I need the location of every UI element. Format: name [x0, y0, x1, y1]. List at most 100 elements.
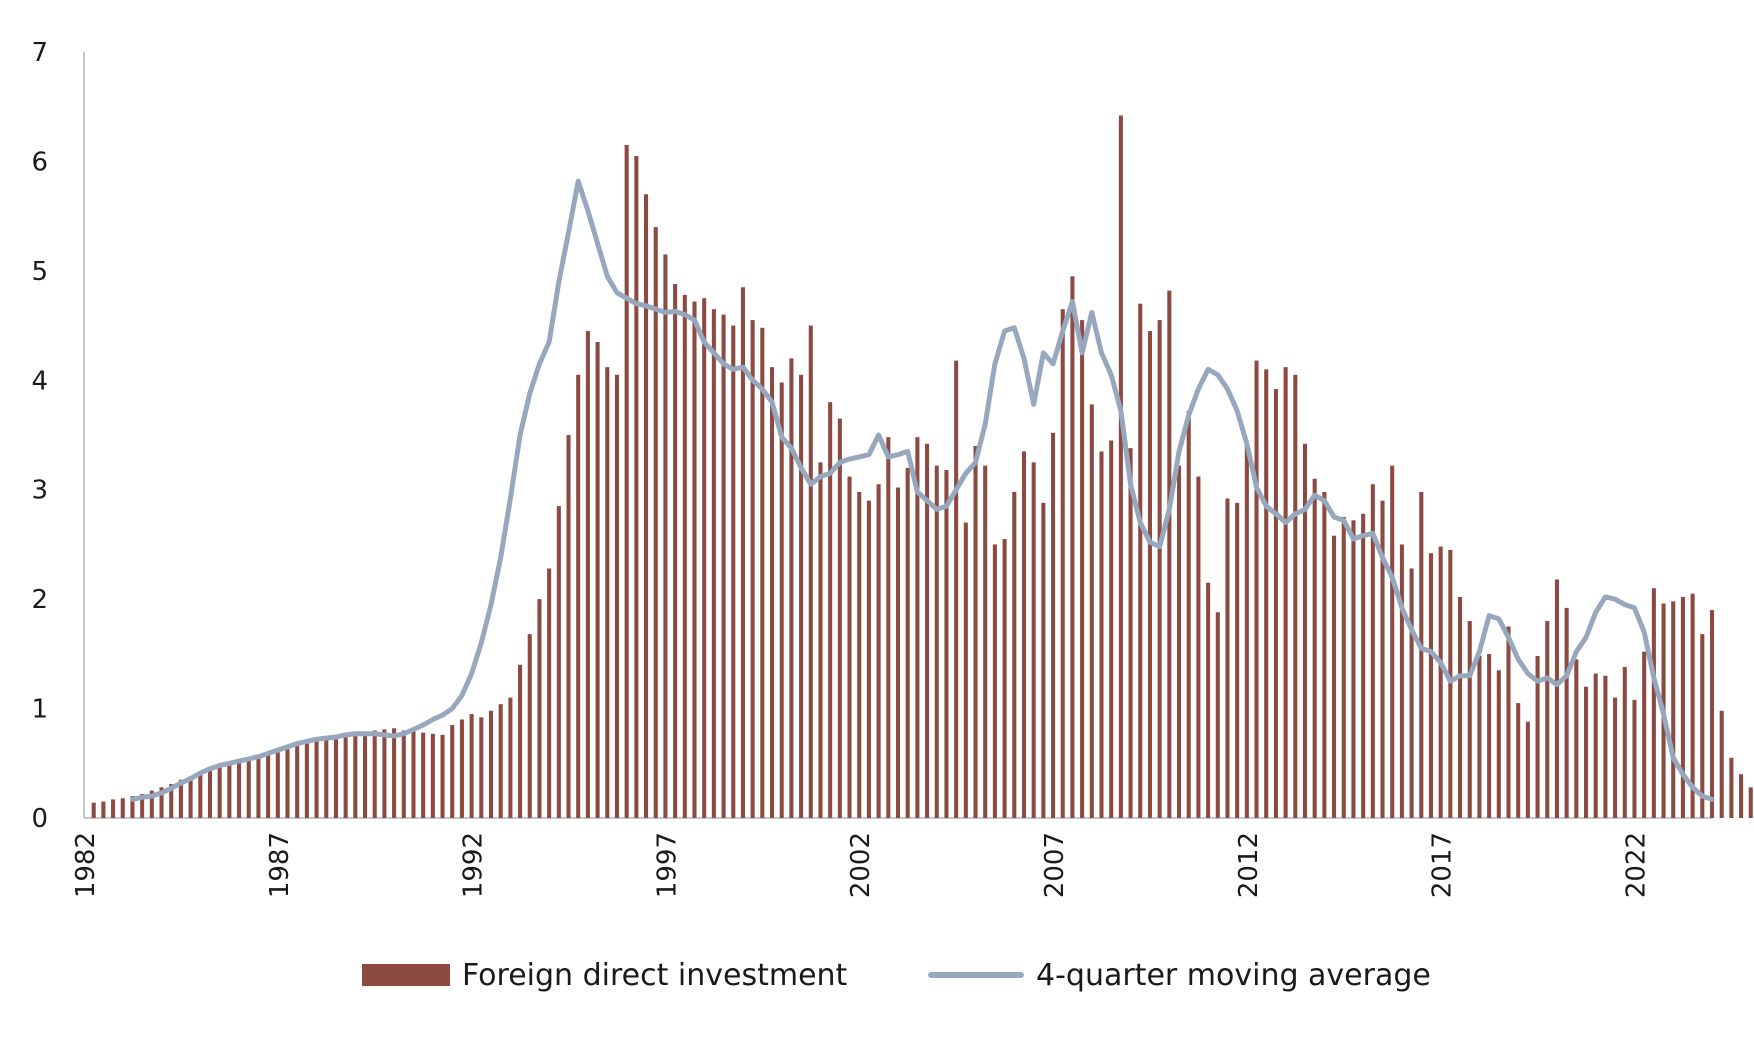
y-tick-label: 7 [31, 38, 48, 68]
fdi-bar [915, 437, 920, 818]
fdi-bar [1525, 721, 1530, 818]
fdi-bar [130, 796, 135, 818]
fdi-bar [1322, 491, 1327, 818]
fdi-bar [101, 801, 106, 818]
fdi-bar [731, 325, 736, 818]
fdi-bar [498, 704, 503, 818]
fdi-bar [1021, 451, 1027, 818]
fdi-bar [401, 730, 406, 818]
fdi-bar [372, 730, 377, 818]
fdi-bar [1254, 360, 1259, 818]
fdi-bar [605, 367, 610, 818]
fdi-bar [295, 745, 300, 818]
fdi-bar [333, 737, 338, 818]
fdi-bar [488, 710, 494, 818]
fdi-bar [799, 374, 804, 818]
fdi-bar [1380, 500, 1385, 818]
fdi-bar [1235, 502, 1240, 818]
fdi-bar [983, 465, 988, 818]
fdi-bar [1244, 443, 1249, 818]
fdi-bar [1622, 666, 1627, 818]
fdi-bar [430, 733, 435, 818]
fdi-bar [1438, 546, 1443, 818]
fdi-bar [1186, 410, 1191, 818]
fdi-bar [469, 714, 474, 818]
legend-line-swatch [928, 972, 1024, 978]
fdi-bar [992, 544, 997, 818]
fdi-bar [1302, 443, 1308, 818]
fdi-bar [111, 799, 116, 818]
fdi-bar [237, 761, 242, 818]
fdi-bar [1458, 596, 1463, 818]
fdi-bar [847, 476, 852, 818]
fdi-bar [876, 484, 881, 818]
fdi-bar [1264, 369, 1269, 818]
x-axis-ticks: 1982 1987 1992 1997 2002 2007 2012 2017 2022 [71, 832, 1651, 898]
fdi-bar [1642, 651, 1647, 818]
fdi-bar [1506, 626, 1511, 818]
fdi-bar [1312, 478, 1317, 818]
fdi-bar [304, 743, 309, 818]
fdi-bar [1128, 448, 1133, 818]
fdi-bar [1545, 621, 1550, 818]
fdi-bar [1574, 659, 1579, 818]
fdi-bar [450, 724, 455, 818]
fdi-bar [837, 418, 842, 818]
fdi-bar [1583, 686, 1589, 818]
fdi-bar [547, 568, 552, 818]
y-tick-label: 6 [31, 147, 48, 177]
x-tick-label: 1992 [459, 832, 489, 898]
x-tick-label: 1987 [265, 832, 295, 898]
fdi-bar [828, 402, 833, 818]
x-tick-label: 2017 [1428, 832, 1458, 898]
y-tick-label: 5 [31, 257, 48, 287]
fdi-bar [1467, 621, 1472, 818]
legend-label-fdi: Foreign direct investment [462, 957, 848, 993]
fdi-bar [886, 437, 891, 818]
fdi-bar [711, 309, 716, 818]
fdi-bar [1603, 675, 1608, 818]
fdi-bar [1516, 703, 1521, 818]
fdi-bar [1729, 757, 1734, 818]
fdi-bar [566, 435, 571, 818]
fdi-bar [1060, 309, 1065, 818]
fdi-bar [1012, 491, 1017, 818]
fdi-bar [421, 732, 426, 818]
legend-bar-swatch [362, 964, 450, 986]
fdi-bar [440, 734, 445, 818]
fdi-bar [537, 599, 542, 818]
fdi-bar [1283, 367, 1288, 818]
fdi-bar [673, 283, 678, 818]
fdi-bar [159, 787, 164, 818]
fdi-bar [343, 734, 348, 818]
fdi-bar [857, 491, 862, 818]
fdi-bar [1196, 476, 1201, 818]
fdi-bar [721, 314, 726, 818]
y-tick-label: 3 [31, 476, 48, 506]
legend: Foreign direct investment 4-quarter movi… [0, 950, 1754, 1000]
fdi-bar [1564, 607, 1569, 818]
fdi-bar [663, 254, 668, 818]
fdi-bar [411, 731, 416, 818]
fdi-bar [1399, 544, 1404, 818]
fdi-bar [963, 522, 968, 818]
fdi-bar [1002, 538, 1007, 818]
fdi-bar [275, 752, 280, 818]
y-tick-label: 1 [31, 695, 48, 725]
fdi-bar [760, 327, 765, 818]
x-tick-label: 1997 [652, 832, 682, 898]
legend-item-moving-average: 4-quarter moving average [928, 950, 1431, 1000]
fdi-bar [362, 731, 368, 818]
fdi-bar [1225, 498, 1230, 818]
fdi-bar [1700, 634, 1705, 818]
fdi-bar [324, 739, 329, 818]
fdi-bar [1593, 673, 1598, 818]
fdi-bar [614, 374, 620, 818]
fdi-bar [702, 298, 707, 818]
fdi-bar [769, 367, 775, 818]
x-tick-label: 2002 [846, 832, 876, 898]
fdi-bar [256, 756, 261, 818]
fdi-bar [1487, 653, 1492, 818]
fdi-bar [1613, 697, 1618, 818]
